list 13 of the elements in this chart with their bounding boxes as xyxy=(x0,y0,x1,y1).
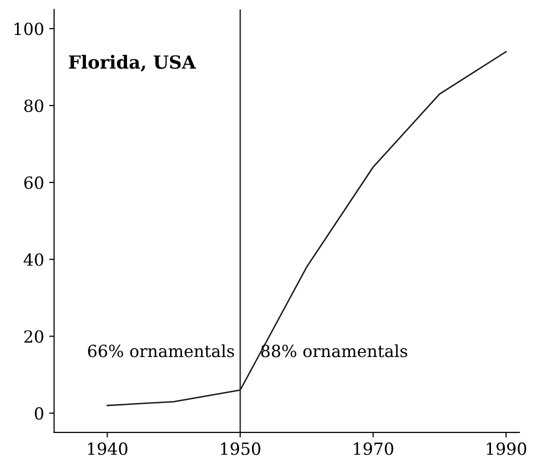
text: Florida, USA xyxy=(68,54,196,72)
x-tick-label: 1940 xyxy=(88,442,128,456)
y-tick-label: 80 xyxy=(24,100,44,112)
x-tick-label: 1950 xyxy=(221,442,260,456)
x-tick-label: 1970 xyxy=(354,442,394,456)
annotation: 66% ornamentals xyxy=(88,344,234,358)
y-tick-label: 100 xyxy=(14,22,44,36)
y-tick-label: 60 xyxy=(24,176,44,190)
y-tick-label: 0 xyxy=(34,407,44,420)
x-tick-label: 1990 xyxy=(486,442,526,456)
y-tick-label: 40 xyxy=(24,253,44,266)
y-tick-label: 20 xyxy=(24,330,44,343)
annotation: 88% ornamentals xyxy=(261,344,408,358)
